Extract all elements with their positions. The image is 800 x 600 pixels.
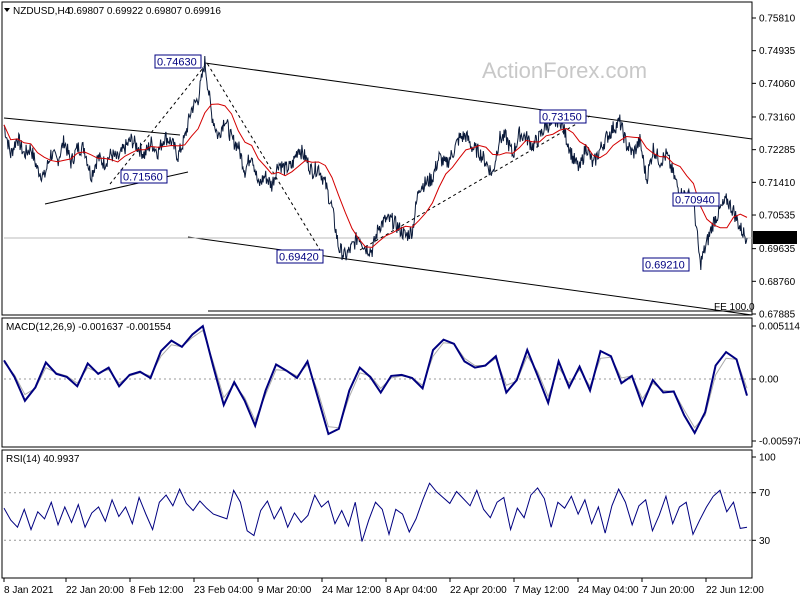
fe-label: FE 100.0 (714, 302, 755, 313)
annotation-box (154, 54, 202, 69)
price-tick-label: 0.74935 (759, 46, 796, 57)
rsi-tick-label: 70 (759, 488, 771, 499)
rsi-y-axis: 100 70 30 (4, 453, 776, 547)
annotation-label: 0.71560 (123, 172, 163, 184)
rsi-tick-label: 30 (759, 536, 771, 547)
price-header: NZDUSD,H4 0.69807 0.69922 0.69807 0.6991… (4, 6, 221, 17)
price-tick-label: 0.69635 (759, 244, 796, 255)
price-tick-label: 0.75810 (759, 14, 796, 25)
time-tick-label: 7 May 12:00 (514, 585, 569, 596)
price-y-axis: 0.75810 0.74935 0.74060 0.73160 0.72285 0.714… (752, 14, 796, 321)
header-marker-icon (4, 8, 10, 12)
rsi-line (3, 482, 748, 542)
annotation-label: 0.74630 (157, 57, 197, 69)
fib-dashed-path-1 (109, 62, 324, 256)
price-tick-label: 0.71410 (759, 178, 796, 189)
annotation-label: 0.69210 (645, 260, 685, 272)
annotation-box (120, 169, 168, 184)
macd-y-axis: 0.005114 0.00 -0.005978 (4, 322, 800, 448)
annotation-label: 0.70940 (675, 195, 715, 207)
time-tick-label: 23 Feb 04:00 (194, 585, 253, 596)
current-price-label: 0.69916 (756, 234, 793, 245)
time-axis: 8 Jan 2021 22 Jan 20:00 8 Feb 12:00 23 Feb … (3, 578, 764, 596)
rsi-header: RSI(14) 40.9937 (6, 454, 80, 465)
price-tick-label: 0.68760 (759, 277, 796, 288)
price-tick-label: 0.70535 (759, 211, 796, 222)
rsi-tick-label: 100 (759, 453, 776, 464)
macd-panel-frame (1, 317, 753, 448)
rsi-series (3, 482, 748, 542)
annotation-box (672, 192, 720, 207)
time-tick-label: 24 May 04:00 (578, 585, 639, 596)
annotation-label: 0.73150 (542, 112, 582, 124)
time-tick-label: 22 Apr 20:00 (450, 585, 507, 596)
current-price-tag (753, 231, 797, 244)
annotation-box (539, 109, 587, 124)
time-tick-label: 22 Jun 12:00 (706, 585, 764, 596)
time-tick-label: 8 Jan 2021 (4, 585, 54, 596)
symbol-label: NZDUSD,H4 (13, 6, 71, 17)
price-series (3, 55, 748, 270)
time-tick-label: 7 Jun 20:00 (642, 585, 695, 596)
triangle-upper-line (3, 117, 181, 136)
rsi-panel-frame (1, 449, 753, 579)
annotation-box (276, 249, 324, 264)
time-tick-label: 22 Jan 20:00 (66, 585, 124, 596)
macd-tick-label: 0.005114 (759, 322, 800, 333)
price-tick-label: 0.74060 (759, 79, 796, 90)
macd-tick-label: 0.00 (759, 375, 779, 386)
time-tick-label: 8 Apr 04:00 (386, 585, 438, 596)
time-tick-label: 9 Mar 20:00 (258, 585, 312, 596)
trend-lines (3, 62, 753, 316)
watermark: ActionForex.com (482, 58, 647, 83)
annotation-label: 0.69420 (279, 252, 319, 264)
moving-average-line (3, 103, 748, 248)
fib-dashed-path-2 (359, 115, 591, 251)
price-line (3, 55, 748, 270)
price-tick-label: 0.73160 (759, 112, 796, 123)
macd-header: MACD(12,26,9) -0.001637 -0.001554 (6, 322, 172, 333)
channel-upper-line (204, 62, 753, 140)
macd-line (3, 324, 748, 436)
ohlc-label: 0.69807 0.69922 0.69807 0.69916 (68, 6, 221, 17)
channel-lower-line (187, 236, 753, 316)
price-panel-frame (1, 1, 753, 316)
time-tick-label: 24 Mar 12:00 (322, 585, 381, 596)
price-tick-label: 0.67885 (759, 310, 796, 321)
annotation-box (642, 257, 690, 272)
time-tick-label: 8 Feb 12:00 (130, 585, 184, 596)
macd-tick-label: -0.005978 (759, 437, 800, 448)
price-tick-label: 0.72285 (759, 145, 796, 156)
price-annotations: 0.74630 0.71560 0.69420 0.73150 0.70940 0.692… (120, 54, 797, 313)
macd-series (3, 324, 748, 436)
